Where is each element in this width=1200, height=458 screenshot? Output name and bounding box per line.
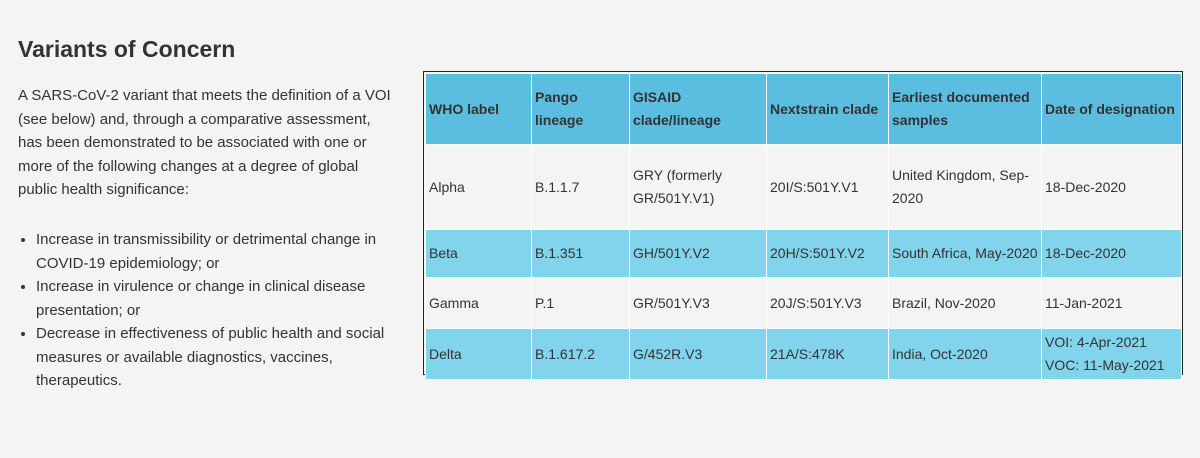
table-cell: 18-Dec-2020 (1041, 144, 1182, 230)
table-cell: South Africa, May-2020 (888, 229, 1042, 278)
table-row: Beta B.1.351 GH/501Y.V2 20H/S:501Y.V2 So… (425, 229, 1182, 278)
table-row: Gamma P.1 GR/501Y.V3 20J/S:501Y.V3 Brazi… (425, 277, 1182, 329)
table-cell: 18-Dec-2020 (1041, 229, 1182, 278)
table-cell: B.1.1.7 (531, 144, 630, 230)
table-cell: 20H/S:501Y.V2 (766, 229, 889, 278)
table-cell: B.1.351 (531, 229, 630, 278)
criteria-list: Increase in transmissibility or detrimen… (18, 228, 416, 393)
table-cell: Beta (425, 229, 532, 278)
page-title: Variants of Concern (18, 36, 236, 62)
header-designation-date: Date of designation (1041, 73, 1182, 145)
table-cell: Gamma (425, 277, 532, 329)
table-cell: GRY (formerly GR/501Y.V1) (629, 144, 767, 230)
table-cell: Brazil, Nov-2020 (888, 277, 1042, 329)
table-cell: United Kingdom, Sep-2020 (888, 144, 1042, 230)
list-item: Increase in transmissibility or detrimen… (36, 228, 416, 275)
header-pango-lineage: Pango lineage (531, 73, 630, 145)
list-item: Increase in virulence or change in clini… (36, 275, 416, 322)
table-cell: Alpha (425, 144, 532, 230)
table-cell: 20J/S:501Y.V3 (766, 277, 889, 329)
table-row: Alpha B.1.1.7 GRY (formerly GR/501Y.V1) … (425, 144, 1182, 230)
header-earliest-samples: Earliest documented samples (888, 73, 1042, 145)
variants-table: WHO label Pango lineage GISAID clade/lin… (425, 73, 1182, 380)
list-item: Decrease in effectiveness of public heal… (36, 322, 416, 393)
table-cell: 11-Jan-2021 (1041, 277, 1182, 329)
table-cell: G/452R.V3 (629, 328, 767, 380)
table-cell: Delta (425, 328, 532, 380)
table-cell: VOI: 4-Apr-2021 VOC: 11-May-2021 (1041, 328, 1182, 380)
table-header-row: WHO label Pango lineage GISAID clade/lin… (425, 73, 1182, 145)
table-cell: GR/501Y.V3 (629, 277, 767, 329)
header-nextstrain-clade: Nextstrain clade (766, 73, 889, 145)
intro-paragraph: A SARS-CoV-2 variant that meets the defi… (18, 87, 391, 198)
table-cell: GH/501Y.V2 (629, 229, 767, 278)
table-cell: India, Oct-2020 (888, 328, 1042, 380)
table-cell: P.1 (531, 277, 630, 329)
table-cell: B.1.617.2 (531, 328, 630, 380)
variants-table-frame: WHO label Pango lineage GISAID clade/lin… (423, 71, 1183, 380)
table-row: Delta B.1.617.2 G/452R.V3 21A/S:478K Ind… (425, 328, 1182, 380)
header-gisaid-clade: GISAID clade/lineage (629, 73, 767, 145)
table-cell: 20I/S:501Y.V1 (766, 144, 889, 230)
header-who-label: WHO label (425, 73, 532, 145)
table-cell: 21A/S:478K (766, 328, 889, 380)
